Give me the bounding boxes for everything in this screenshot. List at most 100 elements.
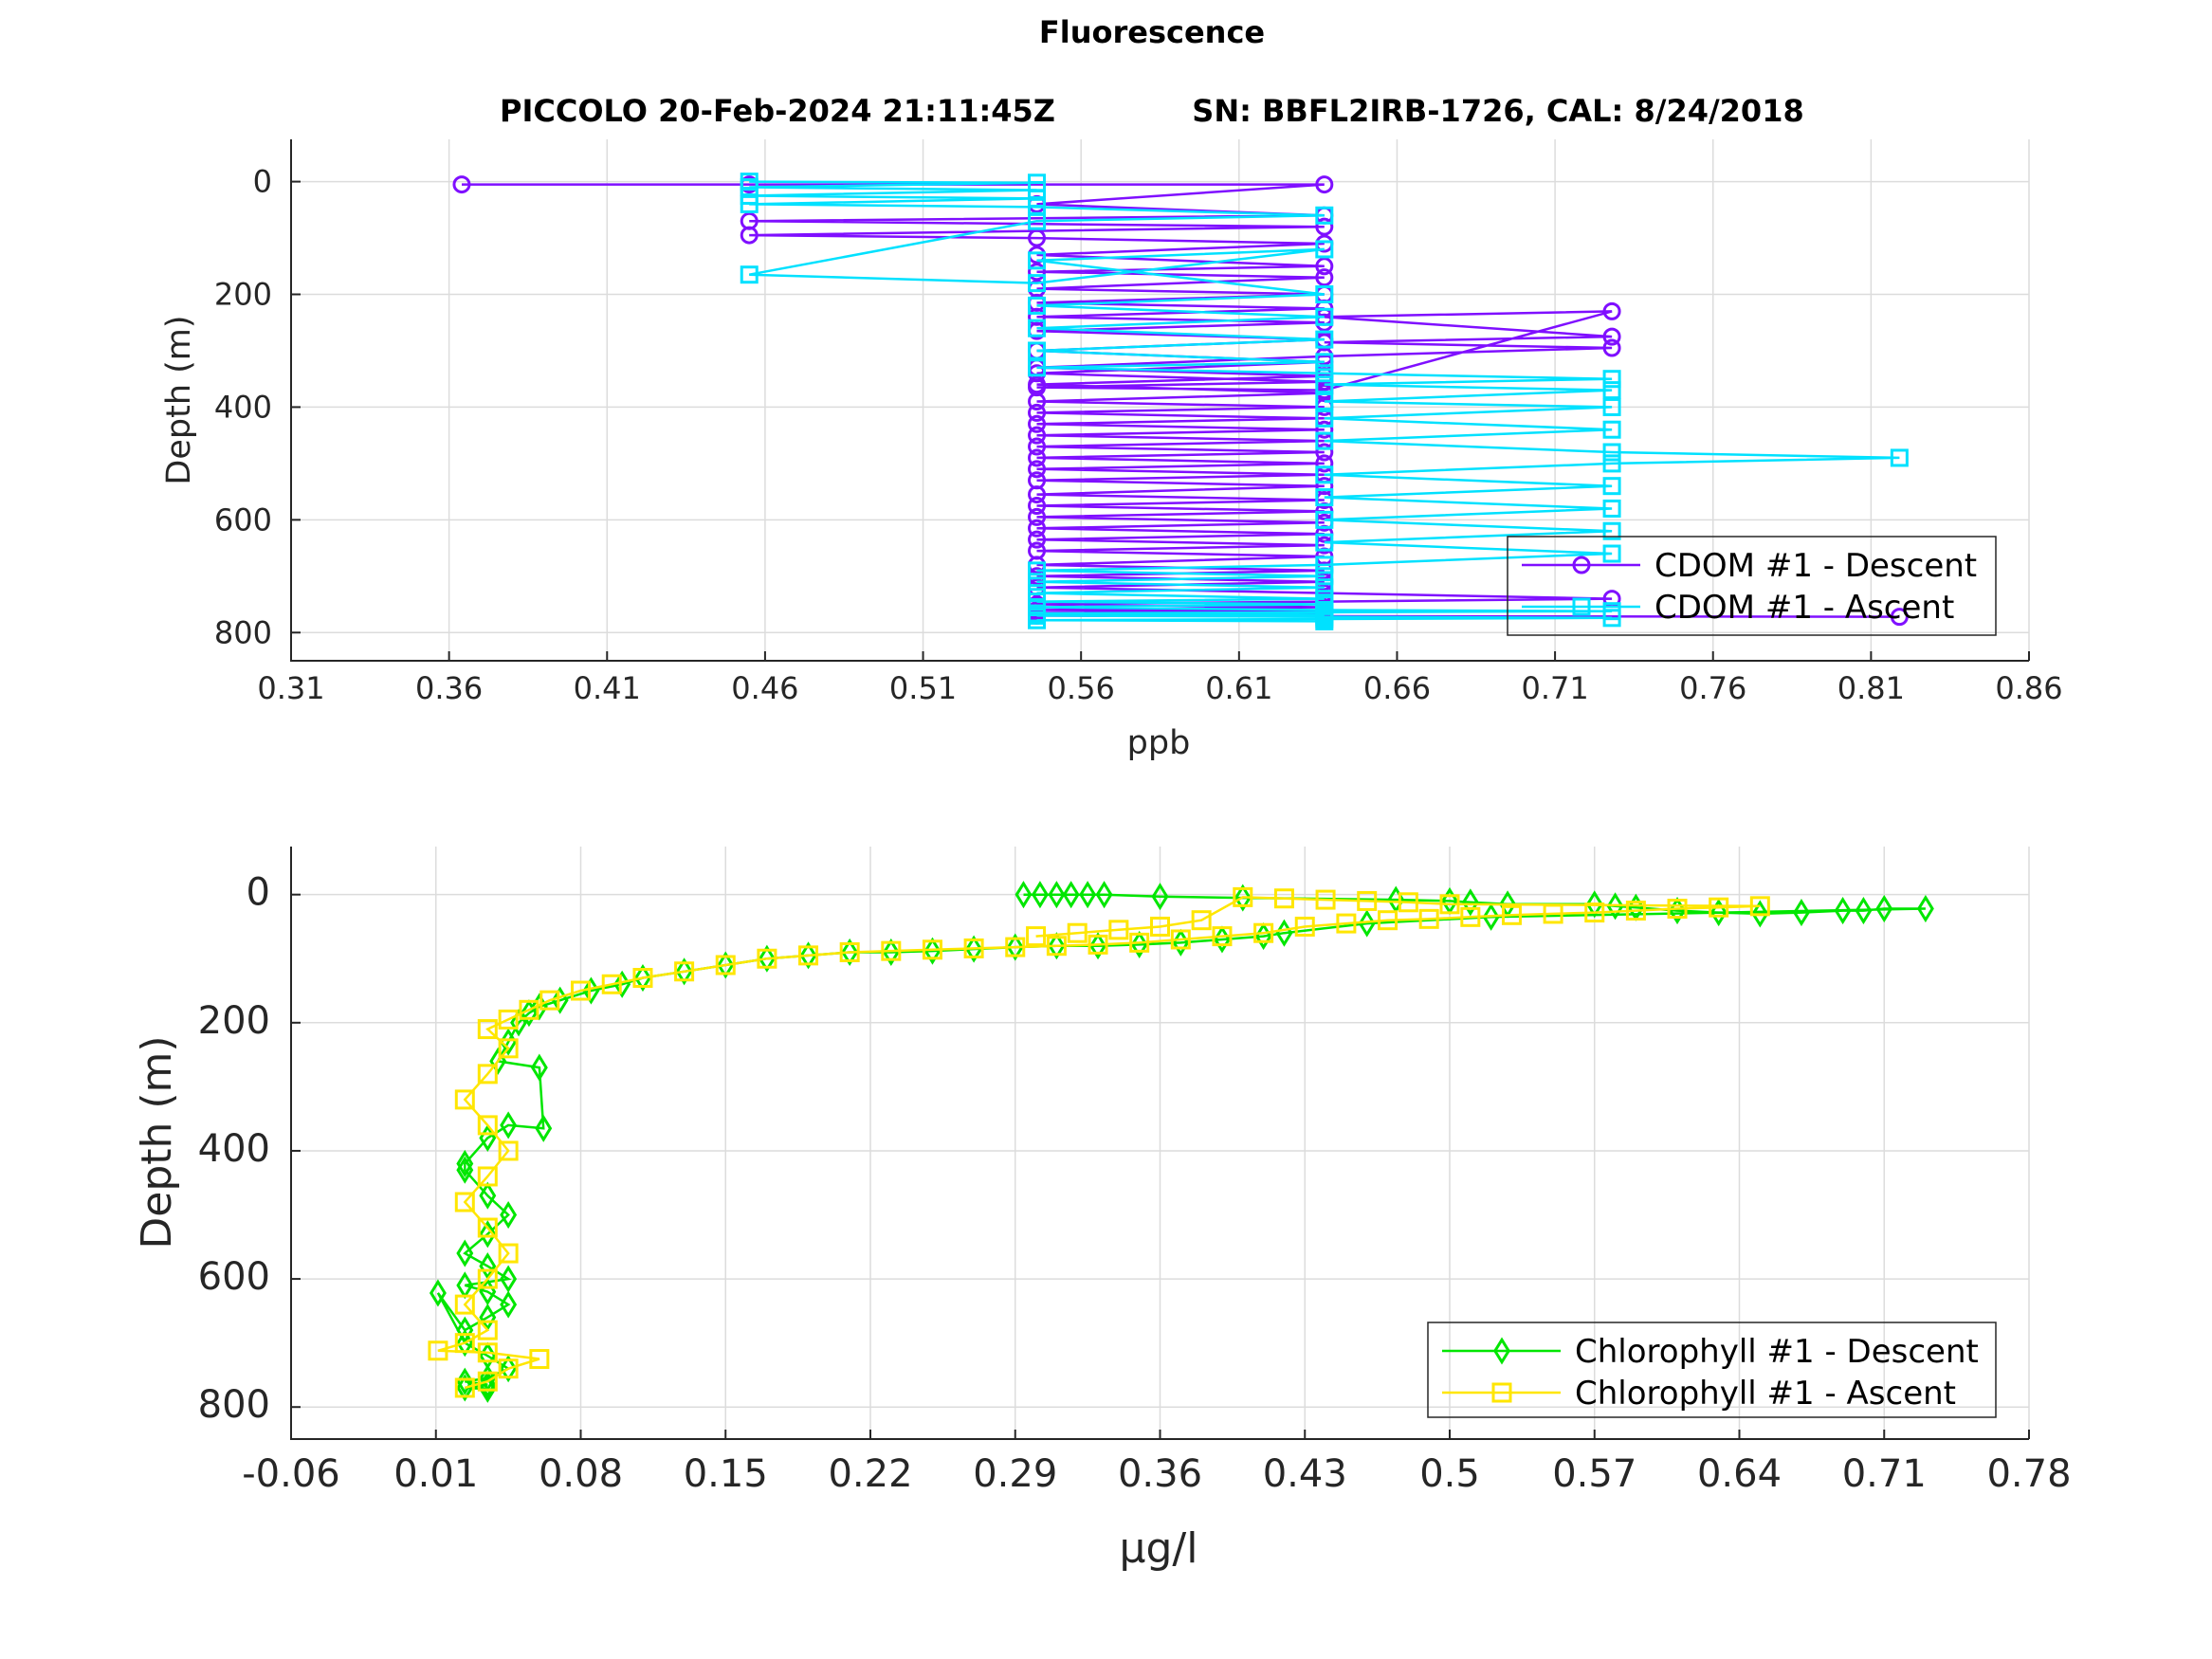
cdom-series-line (748, 180, 1900, 623)
chlorophyll-data-point (539, 990, 560, 1011)
chlorophyll-data-point (1253, 922, 1274, 943)
chlorophyll-data-point (519, 999, 539, 1020)
cdom-x-tick-label: 0.56 (1048, 670, 1115, 706)
chlorophyll-data-point (456, 1239, 474, 1267)
cdom-data-point (1028, 460, 1047, 479)
cdom-data-point (740, 265, 759, 284)
chlorophyll-data-point (1088, 934, 1108, 955)
chlorophyll-data-point (798, 945, 819, 966)
cdom-data-point (1602, 499, 1621, 518)
chlorophyll-data-point (500, 1200, 518, 1230)
cdom-data-point (1315, 510, 1334, 529)
cdom-data-point (1028, 358, 1047, 377)
chlorophyll-data-point (1357, 890, 1378, 911)
cdom-data-point (1028, 611, 1047, 629)
cdom-legend-box (1507, 536, 1997, 636)
chlorophyll-data-point (1709, 897, 1729, 918)
figure-subtitle-left: PICCOLO 20-Feb-2024 21:11:45Z (500, 93, 1055, 129)
cdom-data-point (1028, 448, 1047, 467)
chlorophyll-data-point (498, 1038, 519, 1059)
chlorophyll-data-point (1625, 901, 1646, 921)
cdom-data-point (1028, 530, 1047, 549)
chlorophyll-data-point (1130, 930, 1148, 958)
chlorophyll-data-point (477, 1320, 498, 1340)
cdom-data-point (1602, 477, 1621, 496)
chlorophyll-data-point (429, 1279, 447, 1307)
cdom-data-point (1315, 578, 1334, 597)
chlorophyll-data-point (477, 1115, 498, 1136)
chlorophyll-x-tick-label: 0.71 (1842, 1452, 1927, 1496)
chlorophyll-data-point (1170, 929, 1191, 950)
chlorophyll-y-tick-label: 200 (198, 999, 270, 1043)
chlorophyll-data-point (456, 1156, 474, 1184)
cdom-data-point (1028, 228, 1047, 247)
chlorophyll-y-tick-label: 400 (198, 1127, 270, 1171)
chlorophyll-data-point (454, 1294, 475, 1315)
cdom-data-point (1315, 240, 1334, 259)
cdom-x-tick-label: 0.81 (1837, 670, 1905, 706)
chlorophyll-data-point (882, 938, 900, 967)
chlorophyll-axes: -0.06 0.01 0.08 0.15 0.22 0.29 0.36 0.43 0.5 0.57… (133, 847, 2072, 1573)
cdom-x-tick-label: 0.86 (1995, 670, 2062, 706)
cdom-data-point (1602, 521, 1621, 540)
chlorophyll-data-point (454, 1192, 475, 1212)
cdom-x-tick-label: 0.36 (415, 670, 483, 706)
chlorophyll-data-point (1095, 881, 1113, 909)
chlorophyll-legend-marker (1491, 1382, 1512, 1403)
cdom-data-point (1028, 519, 1047, 538)
chlorophyll-data-point (1749, 896, 1770, 917)
chlorophyll-data-point (1378, 910, 1398, 931)
chlorophyll-data-point (456, 1149, 474, 1178)
cdom-data-point (1315, 285, 1334, 304)
chlorophyll-data-point (799, 941, 817, 970)
cdom-data-point (1315, 307, 1334, 326)
cdom-data-point (1315, 488, 1334, 507)
chlorophyll-data-point (1150, 916, 1170, 937)
cdom-tick-labels: 0.31 0.36 0.41 0.46 0.51 0.56 0.61 0.66 0.71 0.76… (214, 164, 2063, 706)
chlorophyll-legend-ascent-sample (1442, 1382, 1561, 1403)
cdom-y-tick-label: 800 (214, 614, 272, 650)
cdom-series-ascent (740, 173, 1909, 630)
cdom-data-point (1315, 409, 1334, 428)
cdom-data-point (1602, 397, 1621, 416)
chlorophyll-data-point (1079, 881, 1097, 909)
cdom-data-point (1602, 443, 1621, 462)
chlorophyll-tick-labels: -0.06 0.01 0.08 0.15 0.22 0.29 0.36 0.43 0.5 0.57… (198, 871, 2072, 1496)
chlorophyll-data-point (1751, 900, 1769, 928)
chlorophyll-data-point (1191, 910, 1212, 931)
chlorophyll-data-point (498, 1243, 519, 1264)
chlorophyll-data-point (477, 1019, 498, 1040)
cdom-legend-marker (1572, 597, 1591, 616)
cdom-x-axis-label: ppb (1127, 724, 1191, 762)
cdom-data-point (1028, 375, 1047, 394)
chlorophyll-x-tick-label: 0.36 (1118, 1452, 1202, 1496)
cdom-y-tick-label: 600 (214, 501, 272, 538)
chlorophyll-data-point (498, 1140, 519, 1161)
cdom-data-point (1028, 263, 1047, 282)
chlorophyll-x-tick-label: 0.57 (1552, 1452, 1636, 1496)
cdom-data-point (1028, 403, 1047, 422)
cdom-y-tick-label: 400 (214, 389, 272, 425)
chlorophyll-x-tick-label: 0.01 (393, 1452, 478, 1496)
chlorophyll-legend: Chlorophyll #1 - Descent Chlorophyll #1 … (1427, 1322, 1997, 1418)
chlorophyll-data-point (1584, 902, 1605, 923)
cdom-x-tick-label: 0.31 (257, 670, 324, 706)
cdom-data-point (1315, 206, 1334, 225)
chlorophyll-data-point (1234, 884, 1252, 912)
cdom-data-point (1602, 338, 1621, 357)
cdom-data-point (1315, 611, 1334, 630)
chlorophyll-data-point (1916, 894, 1934, 923)
cdom-data-point (452, 175, 471, 194)
cdom-data-point (1315, 454, 1334, 473)
cdom-data-point (1028, 561, 1047, 580)
chlorophyll-data-point (1875, 894, 1893, 923)
chlorophyll-data-point (632, 968, 653, 989)
chlorophyll-data-point (500, 1111, 518, 1139)
chlorophyll-data-point (477, 1371, 498, 1392)
chlorophyll-data-point (1482, 902, 1500, 931)
cdom-data-point (1028, 274, 1047, 293)
chlorophyll-data-point (1792, 899, 1810, 927)
chlorophyll-data-point (477, 1217, 498, 1238)
chlorophyll-data-point (1669, 897, 1687, 925)
chlorophyll-legend-ascent-label: Chlorophyll #1 - Ascent (1575, 1375, 1956, 1413)
